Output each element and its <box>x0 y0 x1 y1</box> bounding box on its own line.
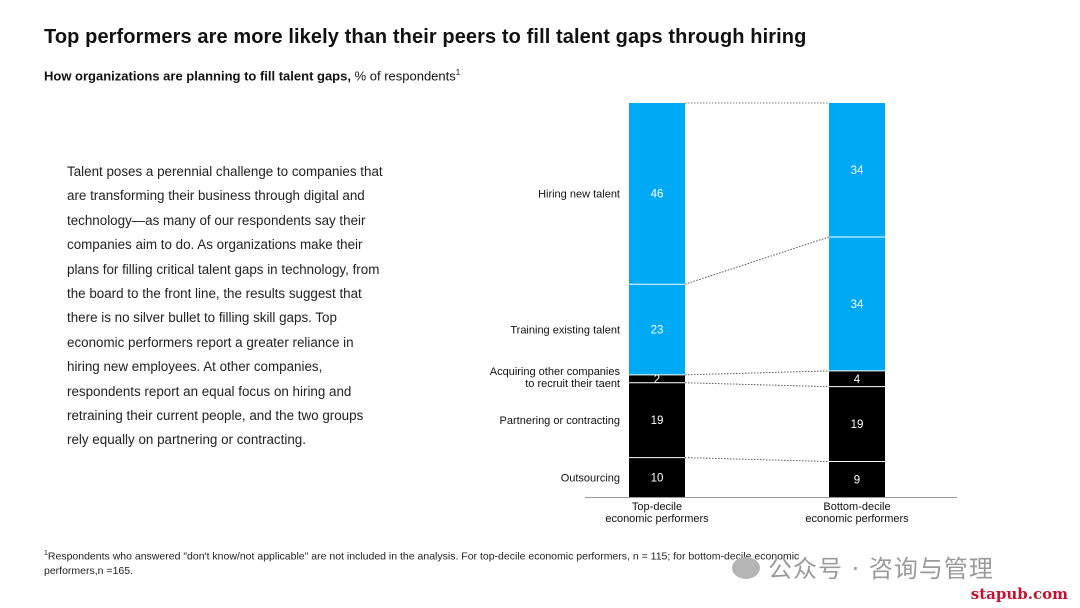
series-label: Outsourcing <box>561 472 620 484</box>
footnote-text: Respondents who answered "don't know/not… <box>44 550 800 577</box>
chart-title: Top performers are more likely than thei… <box>44 26 807 48</box>
bar-segment <box>629 284 685 375</box>
subtitle-main: How organizations are planning to fill t… <box>44 68 351 84</box>
series-label: to recruit their taent <box>525 378 620 390</box>
bar-segment <box>829 461 885 497</box>
data-label: 19 <box>651 415 664 427</box>
site-watermark: stapub.com <box>970 585 1068 603</box>
body-paragraph: Talent poses a perennial challenge to co… <box>67 164 383 448</box>
bar-segment <box>629 103 685 285</box>
bar-segment <box>629 374 685 383</box>
subtitle-unit: % of respondents <box>350 68 456 84</box>
x-tick-label: economic performers <box>805 513 909 525</box>
chart-subtitle: How organizations are planning to fill t… <box>44 68 460 83</box>
data-label: 23 <box>651 325 664 337</box>
data-label: 10 <box>651 472 664 484</box>
watermark: 公众号 · 咨询与管理 <box>732 549 994 584</box>
series-label: Hiring new talent <box>538 189 620 201</box>
data-label: 9 <box>854 474 860 486</box>
subtitle-footnote-mark: 1 <box>455 68 461 77</box>
series-label: Training existing talent <box>510 325 620 337</box>
bar-segment <box>629 382 685 458</box>
connector-line <box>684 236 830 285</box>
bar-segment <box>629 457 685 497</box>
connector-line <box>684 382 830 388</box>
bar-segment <box>829 103 885 237</box>
data-label: 4 <box>854 374 861 386</box>
data-label: 19 <box>851 419 864 431</box>
x-tick-label: Bottom-decile <box>823 501 890 513</box>
x-tick-label: economic performers <box>605 513 709 525</box>
watermark-text: 公众号 · 咨询与管理 <box>768 555 994 583</box>
footnote-mark: 1 <box>44 550 48 557</box>
data-label: 2 <box>654 374 660 386</box>
footnote: 1Respondents who answered "don't know/no… <box>44 547 834 578</box>
bar-segment <box>829 386 885 462</box>
x-tick-label: Top-decile <box>632 501 682 513</box>
data-label: 46 <box>651 189 664 201</box>
series-label: Acquiring other companies <box>490 366 621 378</box>
bar-segment <box>829 370 885 387</box>
data-label: 34 <box>851 299 864 311</box>
series-label: Partnering or contracting <box>500 415 620 427</box>
bar-segment <box>829 236 885 371</box>
wechat-icon <box>732 557 760 579</box>
connector-line <box>684 370 830 376</box>
connector-line <box>684 457 830 462</box>
data-label: 34 <box>851 165 864 177</box>
